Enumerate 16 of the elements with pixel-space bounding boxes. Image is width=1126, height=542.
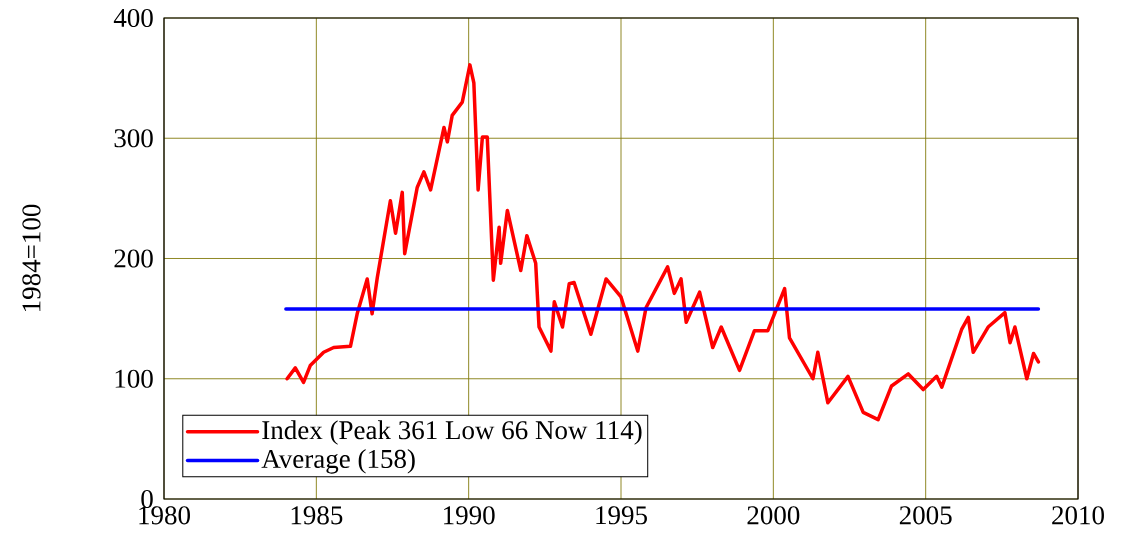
x-tick-label: 1995	[596, 506, 647, 525]
x-tick-label: 1980	[139, 506, 190, 525]
x-tick-label: 2010	[1052, 506, 1104, 525]
x-tick-label: 2000	[747, 506, 800, 525]
y-tick-label: 200	[114, 249, 153, 268]
legend-label: Index (Peak 361 Low 66 Now 114)	[262, 420, 642, 445]
legend-label: Average (158)	[261, 449, 415, 474]
x-tick-label: 2005	[899, 506, 952, 525]
y-tick-label: 300	[114, 129, 153, 148]
y-tick-label: 400	[113, 8, 153, 28]
y-tick-label: 0	[141, 489, 153, 509]
x-tick-label: 1985	[291, 506, 343, 525]
y-axis-title: 1984=100	[22, 204, 41, 311]
y-tick-label: 100	[115, 369, 153, 388]
x-tick-label: 1990	[444, 506, 495, 525]
line-series	[285, 63, 1041, 422]
